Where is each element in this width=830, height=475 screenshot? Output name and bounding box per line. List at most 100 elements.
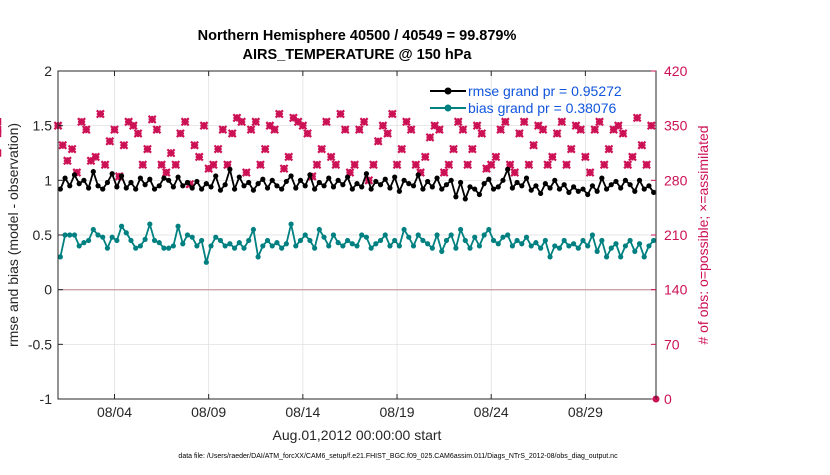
rmse-point (368, 186, 374, 192)
rmse-point (156, 183, 162, 189)
y-tick-label-right: 140 (664, 282, 688, 298)
bias-point (509, 243, 515, 249)
bias-point (180, 241, 186, 247)
bias-point (288, 221, 294, 227)
x-tick-label: 08/14 (285, 404, 320, 420)
bias-point (349, 241, 355, 247)
rmse-point (585, 191, 591, 198)
rmse-point (184, 179, 191, 186)
grid-layer (58, 70, 656, 400)
rmse-point (472, 186, 478, 192)
bias-point (307, 237, 313, 244)
bias-point (137, 243, 144, 249)
rmse-point (283, 178, 289, 185)
obs-count-point (260, 144, 270, 154)
y-tick-label-right: 210 (664, 227, 688, 243)
rmse-point (316, 179, 322, 186)
rmse-point (133, 186, 139, 192)
rmse-point (170, 184, 176, 190)
obs-count-point (439, 168, 449, 177)
rmse-point (340, 182, 346, 188)
bias-point (467, 245, 473, 251)
obs-count-point (147, 115, 157, 124)
bias-point (100, 234, 106, 240)
rmse-point (495, 184, 501, 190)
bias-point (589, 232, 596, 238)
bias-point (420, 237, 426, 244)
legend: rmse grand pr = 0.95272 bias grand pr = … (430, 83, 622, 116)
rmse-point (307, 172, 313, 178)
obs-layer (0, 109, 660, 403)
obs-count-point (246, 125, 256, 134)
rmse-point (104, 179, 111, 186)
obs-count-point (251, 117, 261, 127)
bias-point (279, 245, 285, 251)
obs-count-point (138, 160, 148, 170)
rmse-point (321, 183, 327, 189)
bias-point (231, 245, 238, 251)
rmse-point (443, 182, 450, 188)
rmse-point (542, 181, 548, 187)
obs-count-point (406, 125, 416, 134)
rmse-point (580, 186, 586, 192)
rmse-point (627, 182, 633, 188)
rmse-point (208, 184, 214, 190)
bias-point (86, 237, 92, 244)
rmse-point (462, 196, 468, 202)
chart-subtitle: AIRS_TEMPERATURE @ 150 hPa (242, 47, 472, 63)
rmse-point (481, 181, 487, 187)
bias-point (297, 237, 304, 244)
obs-count-point (194, 152, 204, 162)
obs-count-point (628, 152, 637, 162)
rmse-point (100, 186, 106, 192)
rmse-point (373, 178, 379, 185)
bias-point (109, 234, 115, 240)
rmse-point (109, 171, 115, 177)
rmse-point (608, 182, 614, 188)
obs-count-point (425, 133, 435, 142)
rmse-point (166, 177, 172, 183)
bias-point (363, 234, 370, 240)
rmse-point (260, 176, 266, 182)
obs-count-point (369, 160, 378, 170)
obs-count-point (453, 117, 463, 127)
bias-point (133, 245, 139, 251)
obs-count-point (458, 125, 468, 134)
obs-count-point (524, 160, 534, 170)
obs-count-point (519, 117, 529, 127)
bias-point (443, 237, 450, 244)
rmse-point (217, 187, 224, 193)
rmse-point (519, 183, 525, 189)
rmse-point (344, 174, 351, 180)
bias-point (335, 240, 341, 246)
obs-count-point (303, 129, 312, 138)
obs-count-point (444, 160, 454, 170)
bias-point (575, 245, 581, 251)
rmse-point (589, 183, 596, 189)
bias-point (448, 232, 454, 238)
bias-point (585, 243, 591, 249)
obs-count-point (227, 129, 237, 138)
rmse-point (618, 185, 624, 191)
obs-count-point (613, 121, 623, 131)
rmse-point (57, 186, 63, 192)
bias-point (410, 243, 417, 249)
legend-label-bias: bias grand pr = 0.38076 (468, 100, 616, 116)
bias-point (293, 243, 299, 249)
bias-point (457, 226, 464, 233)
bias-point (264, 237, 271, 244)
rmse-point (114, 184, 120, 190)
bias-point (62, 232, 68, 238)
obs-count-point (477, 129, 487, 138)
rmse-point (392, 174, 398, 180)
obs-count-point (91, 152, 101, 162)
obs-count-point (298, 121, 308, 131)
obs-count-point (496, 125, 505, 134)
rmse-point (297, 177, 304, 183)
bias-point (217, 237, 224, 244)
obs-count-point (472, 121, 482, 131)
obs-count-point (340, 125, 350, 134)
rmse-point (490, 186, 497, 192)
rmse-point (396, 188, 402, 194)
